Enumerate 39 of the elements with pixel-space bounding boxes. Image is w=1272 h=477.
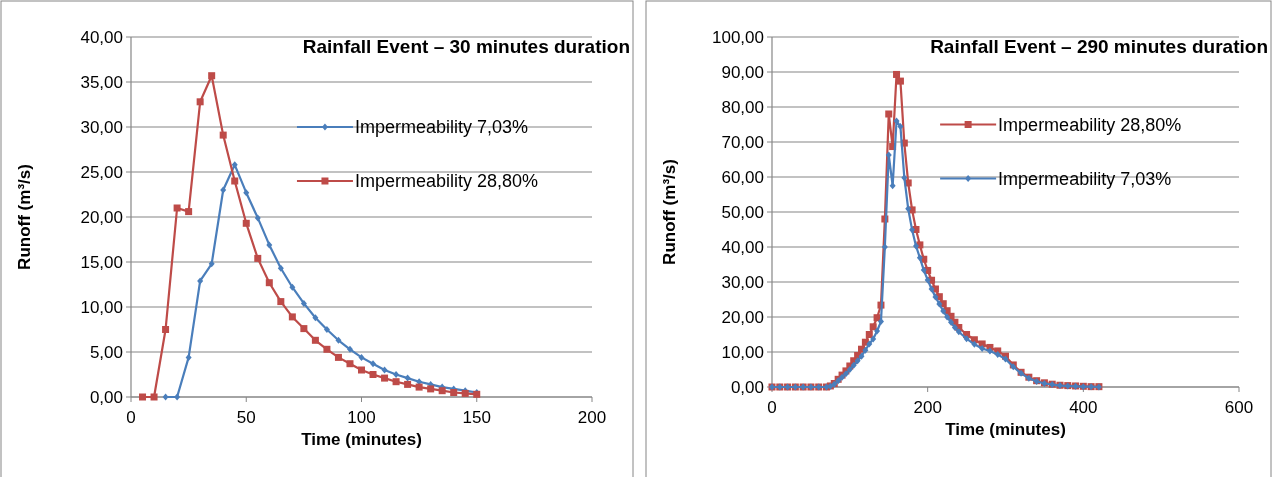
legend-label: Impermeability 7,03%: [998, 168, 1172, 189]
y-tick-label: 70,00: [721, 132, 764, 152]
x-tick-label: 400: [1069, 398, 1098, 417]
y-tick-label: 30,00: [721, 272, 764, 292]
y-tick-label: 15,00: [80, 252, 123, 272]
x-tick-label: 150: [462, 408, 491, 427]
x-tick-label: 200: [577, 408, 607, 427]
y-tick-label: 30,00: [80, 117, 123, 137]
x-tick-label: 100: [347, 408, 376, 427]
y-axis-title: Runoff (m³/s): [15, 164, 34, 270]
y-tick-label: 20,00: [721, 307, 764, 327]
x-tick-label: 600: [1224, 398, 1254, 417]
y-tick-label: 25,00: [80, 162, 123, 182]
y-tick-label: 10,00: [80, 297, 123, 317]
x-tick-label: 200: [913, 398, 942, 417]
legend-label: Impermeability 28,80%: [354, 171, 539, 192]
y-tick-label: 100,00: [712, 27, 764, 47]
y-tick-label: 0,00: [89, 387, 123, 407]
y-tick-label: 20,00: [80, 207, 123, 227]
y-axis-title: Runoff (m³/s): [660, 159, 679, 265]
y-tick-label: 40,00: [80, 27, 123, 47]
chart-title: Rainfall Event – 30 minutes duration: [302, 36, 630, 57]
y-tick-label: 0,00: [730, 377, 764, 397]
y-tick-label: 10,00: [721, 342, 764, 362]
y-tick-label: 90,00: [721, 62, 764, 82]
y-tick-label: 80,00: [721, 97, 764, 117]
x-axis-title: Time (minutes): [945, 420, 1066, 439]
chart-title: Rainfall Event – 290 minutes duration: [930, 36, 1268, 57]
y-tick-label: 5,00: [89, 342, 123, 362]
y-tick-label: 35,00: [80, 72, 123, 92]
x-tick-label: 0: [126, 408, 136, 427]
legend-label: Impermeability 28,80%: [998, 114, 1182, 135]
x-tick-label: 0: [767, 398, 777, 417]
x-tick-label: 50: [236, 408, 256, 427]
y-tick-label: 60,00: [721, 167, 764, 187]
y-tick-label: 40,00: [721, 237, 764, 257]
y-tick-label: 50,00: [721, 202, 764, 222]
x-axis-title: Time (minutes): [301, 430, 422, 449]
legend-label: Impermeability 7,03%: [354, 117, 529, 138]
